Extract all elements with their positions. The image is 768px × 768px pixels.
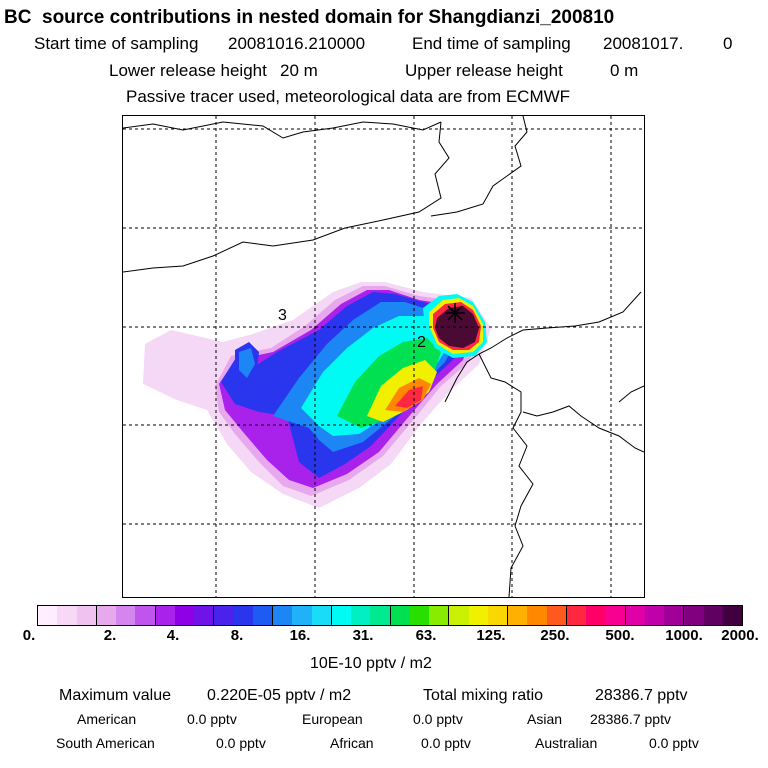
map-canvas: 3 2	[123, 116, 644, 597]
region-name-asian: Asian	[527, 711, 563, 727]
colorbar-swatch	[76, 606, 97, 625]
colorbar-swatch	[468, 606, 488, 625]
map-frame: 3 2	[122, 115, 645, 598]
end-time-extra: 0	[723, 34, 733, 53]
colorbar-swatch	[546, 606, 567, 625]
receptor-marker-icon	[445, 303, 465, 323]
colorbar-swatch	[57, 606, 77, 625]
colorbar-swatch	[38, 606, 58, 625]
colorbar-tick: 250.	[540, 627, 570, 644]
lower-release-value: 20 m	[280, 61, 318, 80]
colorbar-tick: 500.	[605, 627, 635, 644]
coastlines	[123, 116, 644, 597]
colorbar-swatch	[331, 606, 351, 625]
region-name-australian: Australian	[535, 735, 598, 751]
colorbar-swatch	[135, 606, 156, 625]
colorbar-swatch	[449, 606, 469, 625]
end-time-label: End time of sampling	[412, 34, 571, 53]
colorbar-swatch	[508, 606, 528, 625]
concentration-plume	[143, 282, 491, 508]
colorbar-swatch	[252, 606, 273, 625]
region-value-south-american: 0.0 pptv	[216, 735, 266, 751]
colorbar-swatch	[96, 606, 116, 625]
colorbar-swatch	[116, 606, 136, 625]
colorbar-swatch	[311, 606, 332, 625]
map-label-3: 3	[278, 307, 287, 324]
region-name-south-american: South American	[56, 735, 155, 751]
colorbar-swatch	[703, 606, 723, 625]
region-value-european: 0.0 pptv	[413, 711, 463, 727]
total-mixing-value: 28386.7 pptv	[595, 687, 688, 704]
lower-release-label: Lower release height	[109, 61, 267, 80]
colorbar-swatch	[194, 606, 215, 625]
colorbar-swatch	[273, 606, 293, 625]
colorbar-tick: 16.	[289, 627, 311, 644]
max-value: 0.220E-05 pptv / m2	[207, 687, 352, 704]
region-name-african: African	[330, 735, 374, 751]
colorbar-swatch	[174, 606, 194, 625]
colorbar-swatch	[390, 606, 410, 625]
colorbar-tick: 125.	[476, 627, 506, 644]
colorbar-swatch	[292, 606, 312, 625]
total-mixing-label: Total mixing ratio	[423, 687, 544, 704]
colorbar-swatch	[487, 606, 508, 625]
max-value-label: Maximum value	[59, 687, 172, 704]
colorbar-swatch	[644, 606, 664, 625]
colorbar-swatch	[684, 606, 704, 625]
colorbar-swatch	[722, 606, 742, 625]
colorbar-swatch	[429, 606, 450, 625]
colorbar-tick: 1000.	[665, 627, 703, 644]
colorbar-tick: 0.	[22, 627, 36, 644]
colorbar-swatch	[155, 606, 175, 625]
start-time-label: Start time of sampling	[34, 34, 199, 53]
start-time-value: 20081016.210000	[228, 34, 366, 53]
region-value-american: 0.0 pptv	[187, 711, 237, 727]
colorbar-tick: 2.	[103, 627, 117, 644]
colorbar-tick: 31.	[352, 627, 374, 644]
colorbar-swatch	[527, 606, 547, 625]
region-name-american: American	[77, 711, 137, 727]
plot-title: BC source contributions in nested domain…	[4, 7, 615, 28]
plume-level-500	[395, 386, 423, 408]
colorbar-swatch	[625, 606, 645, 625]
region-value-african: 0.0 pptv	[421, 735, 471, 751]
plume-core-max	[435, 306, 479, 348]
plume-west-patch-inner	[239, 348, 255, 378]
colorbar-tick: 63.	[415, 627, 437, 644]
colorbar-tick: 8.	[230, 627, 244, 644]
end-time-value: 20081017.	[603, 34, 684, 53]
colorbar-swatch	[605, 606, 626, 625]
colorbar-swatch	[664, 606, 685, 625]
colorbar-swatch	[409, 606, 429, 625]
map-label-2: 2	[417, 334, 426, 351]
colorbar-swatch	[566, 606, 586, 625]
map-grid	[123, 116, 644, 597]
region-value-australian: 0.0 pptv	[649, 735, 699, 751]
colorbar-swatch	[370, 606, 391, 625]
upper-release-value: 0 m	[610, 61, 639, 80]
region-value-asian: 28386.7 pptv	[590, 711, 671, 727]
colorbar-units: 10E-10 pptv / m2	[310, 655, 432, 672]
colorbar-swatch	[214, 606, 234, 625]
colorbar	[37, 605, 743, 626]
model-note: Passive tracer used, meteorological data…	[126, 87, 571, 106]
colorbar-tick: 4.	[166, 627, 180, 644]
upper-release-label: Upper release height	[405, 61, 563, 80]
colorbar-swatch	[586, 606, 606, 625]
colorbar-swatch	[233, 606, 253, 625]
colorbar-tick: 2000.	[721, 627, 759, 644]
region-name-european: European	[302, 711, 363, 727]
colorbar-swatch	[351, 606, 371, 625]
